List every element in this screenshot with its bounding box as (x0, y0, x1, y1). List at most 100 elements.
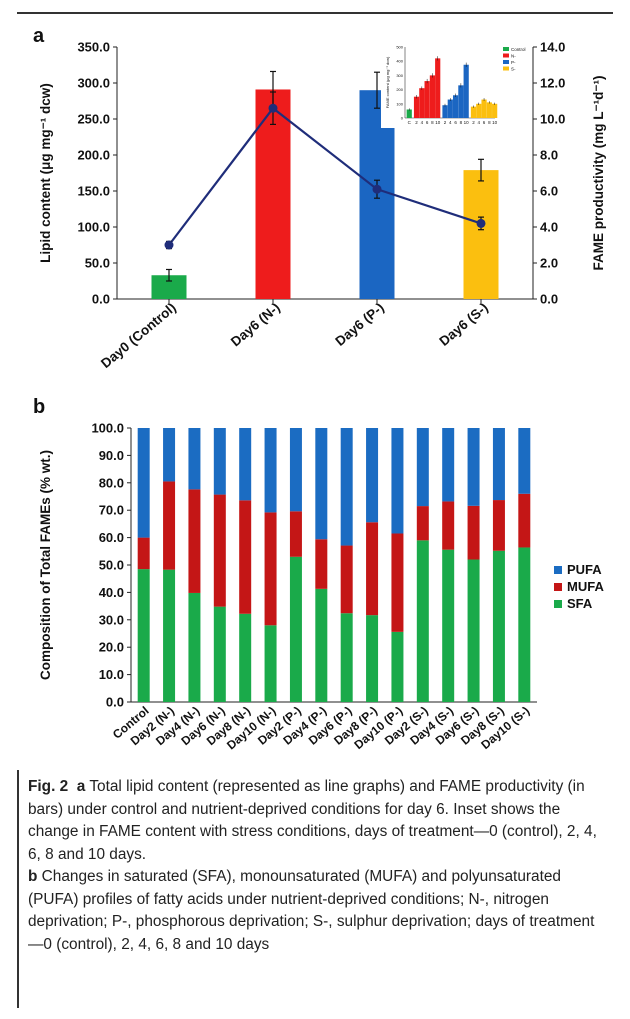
inset-x-tick-label: 6 (483, 120, 486, 125)
b-bar-pufa (264, 428, 277, 513)
caption-fig-label: Fig. 2 (28, 778, 69, 795)
b-bar-pufa (137, 428, 150, 538)
b-bar-sfa (289, 556, 302, 702)
caption-a-text: Total lipid content (represented as line… (28, 778, 597, 863)
b-bar-mufa (467, 505, 480, 560)
inset-x-tick-label: 10 (492, 120, 498, 125)
a-right-tick-label: 12.0 (540, 76, 565, 91)
a-right-axis-label: FAME productivity (mg L⁻¹d⁻¹) (591, 76, 606, 271)
a-left-tick-label: 50.0 (85, 256, 110, 271)
inset-y-tick-label: 500 (396, 45, 403, 50)
b-bar-pufa (289, 428, 302, 512)
inset-bar (481, 99, 487, 118)
b-bar-mufa (442, 501, 455, 550)
b-y-tick-label: 90.0 (99, 448, 124, 463)
b-y-tick-label: 100.0 (91, 421, 124, 436)
b-legend-label-pufa: PUFA (567, 562, 602, 577)
inset-x-tick-label: 10 (435, 120, 441, 125)
b-bar-pufa (416, 428, 429, 507)
b-bar-sfa (137, 569, 150, 702)
inset-legend-label: Control (511, 47, 526, 52)
inset-legend-swatch (503, 60, 509, 64)
panel-a-label: a (33, 25, 45, 47)
a-line-point (476, 218, 486, 228)
inset-legend-label: S- (511, 67, 516, 72)
b-bar-mufa (264, 512, 277, 626)
inset-bar (476, 103, 482, 118)
chart-a: 0.0 50.0 100.0 150.0 200.0 250.0 300.0 350.0 0.0… (38, 40, 606, 372)
inset-bar (413, 96, 420, 118)
b-y-axis-label: Composition of Total FAMEs (% wt.) (38, 450, 53, 680)
caption-a-label: a (76, 778, 86, 795)
inset-bar (435, 58, 441, 118)
b-legend-swatch-sfa (554, 600, 562, 608)
a-left-tick-label: 0.0 (92, 292, 110, 307)
b-bar-sfa (163, 569, 176, 702)
inset-y-axis-label: FAME content (μg mg⁻¹ dcw) (385, 56, 390, 108)
inset-y-tick-label: 400 (396, 59, 403, 64)
inset-bar (419, 88, 425, 118)
b-bar-pufa (467, 428, 480, 506)
a-left-tick-label: 250.0 (77, 112, 110, 127)
inset-bar (406, 109, 412, 118)
b-bar-pufa (442, 428, 455, 502)
figure-top-border (17, 12, 613, 14)
a-productivity-line (168, 106, 482, 246)
a-x-tick-label: Day0 (Control) (98, 300, 179, 371)
inset-x-tick-label: 2 (415, 120, 418, 125)
b-bar-mufa (340, 545, 353, 614)
b-bar-sfa (442, 549, 455, 702)
a-x-tick-label: Day6 (N-) (228, 300, 283, 350)
b-bar-mufa (213, 494, 226, 607)
b-bar-mufa (391, 533, 404, 632)
inset-bar (452, 95, 459, 118)
b-bar-pufa (239, 428, 252, 501)
a-x-tick-label: Day6 (P-) (332, 300, 386, 349)
b-bar-mufa (137, 537, 150, 570)
caption-b-label: b (28, 868, 38, 885)
b-bar-mufa (366, 522, 379, 616)
b-y-tick-label: 10.0 (99, 667, 124, 682)
b-bar-mufa (188, 489, 201, 593)
inset-legend-swatch (503, 53, 509, 58)
b-bar-sfa (366, 615, 379, 702)
b-bar-mufa (239, 500, 252, 614)
inset-y-tick-label: 300 (396, 73, 403, 78)
inset-bar (429, 75, 436, 118)
inset-x-tick-label: 10 (464, 120, 470, 125)
b-bar-sfa (416, 540, 429, 702)
b-bar-pufa (340, 428, 353, 546)
b-bar-sfa (492, 550, 505, 702)
b-bar-sfa (213, 606, 226, 702)
inset-legend-label: N- (511, 54, 516, 59)
inset-bar (486, 102, 492, 118)
inset-x-tick-label: 8 (431, 120, 434, 125)
b-bar-mufa (416, 506, 429, 541)
b-bar-pufa (391, 428, 404, 534)
inset-bar (447, 99, 453, 118)
inset-legend-swatch (503, 47, 509, 51)
inset-x-tick-label: C (408, 120, 412, 125)
a-line-point (372, 184, 382, 194)
inset-bar (492, 103, 498, 118)
b-y-tick-label: 30.0 (99, 612, 124, 627)
a-line-point (268, 103, 278, 113)
inset-bar (463, 64, 469, 118)
inset-x-tick-label: 4 (449, 120, 452, 125)
inset-x-tick-label: 6 (426, 120, 429, 125)
b-bar-sfa (264, 625, 277, 702)
inset-x-tick-label: 6 (454, 120, 457, 125)
caption-border (17, 770, 19, 1008)
b-legend-swatch-mufa (554, 583, 562, 591)
inset-bar (458, 85, 464, 118)
b-bar-mufa (163, 481, 176, 570)
a-line-point (164, 240, 174, 250)
inset-y-tick-label: 200 (396, 87, 403, 92)
a-bar (463, 170, 499, 299)
a-left-tick-label: 350.0 (77, 40, 110, 55)
b-y-tick-label: 70.0 (99, 503, 124, 518)
inset-bar (470, 106, 477, 118)
inset-y-tick-label: 100 (396, 101, 403, 106)
panel-b-label: b (33, 396, 45, 418)
b-bar-pufa (163, 428, 176, 482)
